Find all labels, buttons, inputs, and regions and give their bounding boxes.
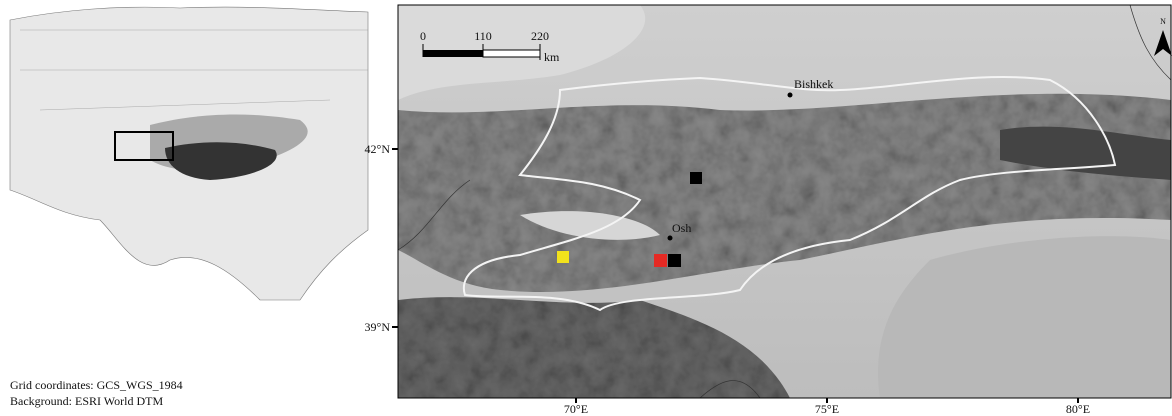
scale-label: 110	[474, 29, 492, 43]
north-arrow-shape	[1154, 30, 1172, 56]
country-boundary	[462, 76, 1117, 312]
city-dot	[787, 92, 793, 98]
valley	[520, 211, 660, 240]
north-label: N	[1160, 17, 1166, 26]
site-marker	[557, 251, 569, 263]
lat-label: 42°N	[365, 142, 391, 156]
lon-label: 75°E	[815, 402, 839, 416]
site-marker	[668, 254, 681, 267]
main-map: Bishkek Osh 0 110 220 km N	[397, 4, 1172, 399]
scale-label: 220	[531, 29, 549, 43]
scale-bar: 0 110 220 km	[420, 29, 560, 64]
city-label: Bishkek	[794, 77, 833, 91]
site-marker	[654, 254, 667, 267]
scale-segment	[423, 50, 483, 57]
mountains	[1000, 126, 1171, 180]
scale-segment	[482, 49, 541, 58]
basin	[878, 236, 1171, 398]
scale-label: 0	[420, 29, 426, 43]
north-arrow: N	[1154, 17, 1172, 56]
mountains	[398, 93, 1171, 293]
lat-label: 39°N	[365, 320, 391, 334]
lon-label: 70°E	[564, 402, 588, 416]
border	[397, 4, 1172, 399]
city-dot	[667, 235, 673, 241]
site-marker	[690, 172, 702, 184]
border	[20, 29, 368, 111]
study-area-box	[114, 131, 174, 161]
mountains	[398, 297, 790, 398]
scale-unit: km	[544, 50, 560, 64]
map-frame	[397, 4, 1172, 399]
note: Grid coordinates: GCS_WGS_1984	[10, 378, 183, 392]
tibet-plateau	[165, 142, 277, 180]
inset-map	[9, 6, 369, 301]
lon-label: 80°E	[1066, 402, 1090, 416]
city-label: Osh	[672, 221, 691, 235]
note: Background: ESRI World DTM	[10, 394, 163, 408]
graticule: 42°N 39°N 70°E 75°E 80°E	[365, 142, 1091, 416]
